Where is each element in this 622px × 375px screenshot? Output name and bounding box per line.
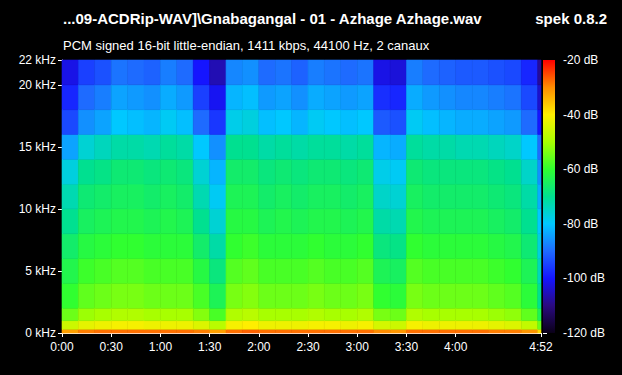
svg-text:5 kHz: 5 kHz <box>25 264 56 278</box>
svg-text:3:30: 3:30 <box>395 340 419 354</box>
svg-text:...09-ACDRip-WAV]\Gnabagangal: ...09-ACDRip-WAV]\Gnabagangal - 01 - Azh… <box>63 10 482 27</box>
svg-text:0 kHz: 0 kHz <box>25 326 56 340</box>
svg-text:22 kHz: 22 kHz <box>19 53 56 67</box>
svg-text:PCM signed 16-bit little-endia: PCM signed 16-bit little-endian, 1411 kb… <box>63 38 430 53</box>
svg-text:-40 dB: -40 dB <box>563 108 598 122</box>
svg-text:1:00: 1:00 <box>149 340 173 354</box>
svg-text:15 kHz: 15 kHz <box>19 140 56 154</box>
svg-text:2:30: 2:30 <box>296 340 320 354</box>
svg-text:spek 0.8.2: spek 0.8.2 <box>535 10 607 27</box>
svg-text:4:52: 4:52 <box>529 340 553 354</box>
svg-text:-120 dB: -120 dB <box>563 326 605 340</box>
svg-text:-80 dB: -80 dB <box>563 217 598 231</box>
svg-text:4:00: 4:00 <box>444 340 468 354</box>
svg-text:0:00: 0:00 <box>50 340 74 354</box>
svg-text:1:30: 1:30 <box>198 340 222 354</box>
svg-text:-20 dB: -20 dB <box>563 53 598 67</box>
svg-text:-60 dB: -60 dB <box>563 162 598 176</box>
svg-text:0:30: 0:30 <box>100 340 124 354</box>
svg-text:3:00: 3:00 <box>346 340 370 354</box>
svg-text:10 kHz: 10 kHz <box>19 202 56 216</box>
svg-text:20 kHz: 20 kHz <box>19 78 56 92</box>
svg-text:2:00: 2:00 <box>247 340 271 354</box>
svg-text:-100 dB: -100 dB <box>563 271 605 285</box>
